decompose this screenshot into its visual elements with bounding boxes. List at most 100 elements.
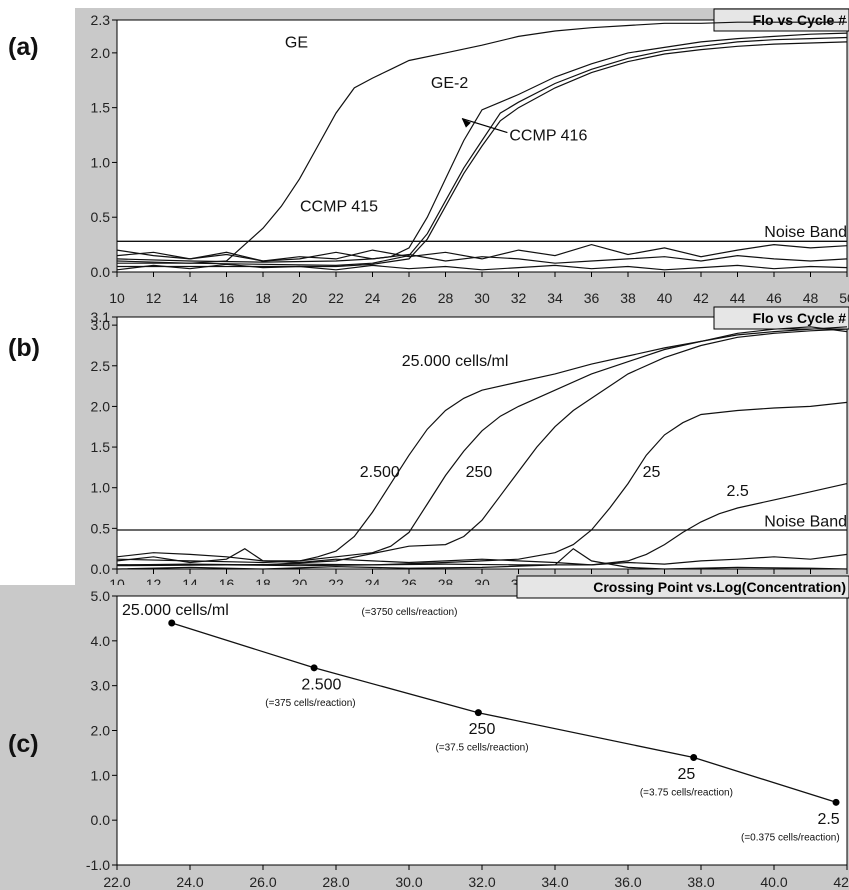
x-tick-label: 32 <box>511 290 527 306</box>
chart-title: Flo vs Cycle # <box>753 12 847 28</box>
x-tick-label: 16 <box>219 290 235 306</box>
x-tick-label: 28.0 <box>322 874 349 890</box>
y-tick-label: 4.0 <box>91 633 111 649</box>
y-tick-label: 1.0 <box>91 767 111 783</box>
panel-letter: (b) <box>8 334 40 362</box>
x-tick-label: 24.0 <box>176 874 203 890</box>
x-tick-label: 28 <box>438 290 454 306</box>
series-line-background <box>116 263 848 271</box>
panel-a-flo-vs-cycle: (a) Flo vs Cycle # 0.0 0.5 1.0 1.5 2.0 2.3 10 12 1… <box>8 8 849 313</box>
point-sublabel: (=3750 cells/reaction) <box>362 607 458 618</box>
y-tick-label: 1.5 <box>91 100 111 116</box>
series-line-ge <box>117 21 847 264</box>
x-tick-label: 36.0 <box>614 874 641 890</box>
x-tick-label: 46 <box>766 290 782 306</box>
y-tick-label: 2.0 <box>91 723 111 739</box>
series-annotation: 2.500 <box>360 464 400 481</box>
y-tick-label: 1.0 <box>91 480 111 496</box>
y-tick-label: 2.0 <box>91 45 111 61</box>
series-annotation: 2.5 <box>727 483 749 500</box>
x-tick-label: 38.0 <box>687 874 714 890</box>
chart-title: Crossing Point vs.Log(Concentration) <box>593 579 846 595</box>
series-annotation: GE <box>285 34 308 51</box>
x-tick-label: 32.0 <box>468 874 495 890</box>
y-tick-label: 3.0 <box>91 678 111 694</box>
series-line-ccmp-415 <box>117 41 848 268</box>
series-line-background <box>116 547 848 570</box>
data-point <box>474 709 482 717</box>
y-tick-label: -1.0 <box>86 857 110 873</box>
series-line-background <box>116 243 848 262</box>
series-line-250 <box>116 328 848 566</box>
y-tick-label: 0.0 <box>91 264 111 280</box>
data-point <box>168 619 176 627</box>
x-tick-label: 26 <box>401 290 417 306</box>
x-tick-label: 12 <box>146 290 162 306</box>
x-tick-label: 44 <box>730 290 746 306</box>
x-tick-label: 22 <box>328 290 344 306</box>
panel-letter: (a) <box>8 33 39 61</box>
x-tick-label: 24 <box>365 290 381 306</box>
point-sublabel: (=0.375 cells/reaction) <box>741 832 840 843</box>
panel-b-flo-vs-cycle: (b) Flo vs Cycle # 0.0 0.5 1.0 1.5 2.0 2.5 3.03.… <box>8 305 849 592</box>
series-line-background <box>116 547 848 566</box>
series-line-background <box>116 251 848 264</box>
series-annotation: Noise Band <box>764 224 847 241</box>
plot-area <box>116 316 848 570</box>
series-annotation: 25.000 cells/ml <box>402 353 509 370</box>
data-point <box>690 753 698 761</box>
annotation-arrow <box>461 118 508 134</box>
x-tick-label: 22.0 <box>103 874 130 890</box>
panel-letter: (c) <box>8 730 39 758</box>
series-annotation: GE-2 <box>431 75 468 92</box>
series-line-2-500 <box>116 326 848 564</box>
x-tick-label: 30.0 <box>395 874 422 890</box>
point-sublabel: (=3.75 cells/reaction) <box>640 788 733 799</box>
series-annotation: 25 <box>643 464 661 481</box>
x-tick-label: 10 <box>109 290 125 306</box>
x-tick-label: 38 <box>620 290 636 306</box>
series-line-ccmp-416 <box>116 36 848 267</box>
data-point <box>832 798 840 806</box>
plot-area <box>116 595 848 866</box>
y-tick-label: 0.5 <box>91 520 111 536</box>
point-label: 250 <box>469 721 496 738</box>
x-tick-label: 34 <box>547 290 563 306</box>
x-tick-label: 30 <box>474 290 490 306</box>
y-tick-label: 0.5 <box>91 209 111 225</box>
point-label: 25 <box>678 766 696 783</box>
point-label: 2.5 <box>817 811 839 828</box>
y-tick-label: 2.5 <box>91 358 111 374</box>
x-tick-label: 36 <box>584 290 600 306</box>
y-tick-label: 1.0 <box>91 154 111 170</box>
x-tick-label: 14 <box>182 290 198 306</box>
chart-title: Flo vs Cycle # <box>753 310 847 326</box>
y-tick-label: 1.5 <box>91 439 111 455</box>
y-tick-label: 5.0 <box>91 588 111 604</box>
chart-title-box <box>516 575 849 599</box>
point-sublabel: (=375 cells/reaction) <box>265 698 355 709</box>
annotation-arrowhead <box>461 118 471 128</box>
y-tick-label: 3.1 <box>91 309 111 325</box>
series-annotation: CCMP 415 <box>300 199 378 216</box>
x-tick-label: 40.0 <box>760 874 787 890</box>
series-annotation: CCMP 416 <box>509 128 587 145</box>
x-tick-label: 20 <box>292 290 308 306</box>
data-point <box>310 664 318 672</box>
y-tick-label: 3.0 <box>91 317 111 333</box>
chart-title-box <box>713 8 849 32</box>
series-annotation: Noise Band <box>764 514 847 531</box>
series-line-ge-2 <box>116 32 848 263</box>
x-tick-label: 18 <box>255 290 271 306</box>
y-tick-label: 2.0 <box>91 398 111 414</box>
x-tick-label: 50 <box>839 290 849 306</box>
x-tick-label: 42.0 <box>833 874 849 890</box>
y-tick-label: 0.0 <box>91 812 111 828</box>
series-annotation: 250 <box>466 464 493 481</box>
series-line-2-5 <box>116 483 848 567</box>
x-tick-label: 26.0 <box>249 874 276 890</box>
panel-c-crossing-point: (c) Crossing Point vs.Log(Concentration) -… <box>0 575 849 890</box>
point-label: 25.000 cells/ml <box>122 602 229 619</box>
point-label: 2.500 <box>301 676 341 693</box>
